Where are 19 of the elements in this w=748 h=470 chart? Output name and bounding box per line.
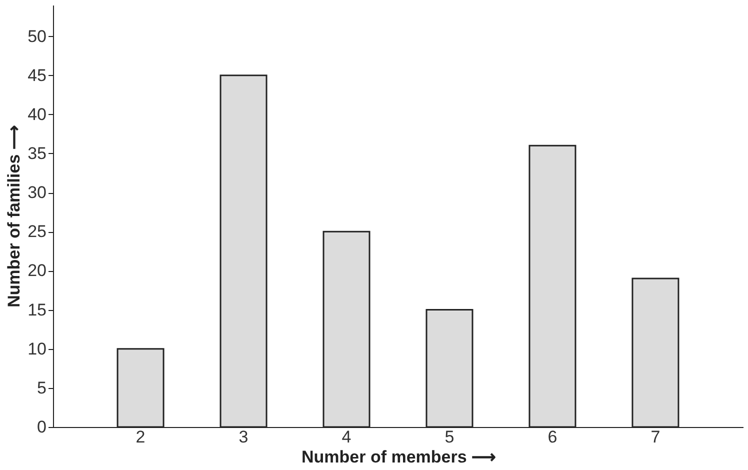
y-tick-label: 20: [28, 261, 46, 280]
y-tick-label: 0: [37, 418, 46, 436]
y-tick-label: 25: [28, 222, 46, 242]
y-tick-label: 40: [28, 104, 46, 124]
y-tick-label: 35: [28, 144, 46, 163]
x-tick-label: 6: [548, 428, 558, 446]
x-tick-label: 3: [238, 428, 248, 446]
y-tick-label: 5: [37, 378, 46, 398]
y-tick-label: 15: [28, 300, 46, 320]
y-tick-label: 30: [28, 183, 46, 202]
x-tick-label: 2: [136, 428, 146, 446]
x-axis-title: Number of members ⟶: [301, 448, 496, 466]
x-tick-label: 5: [444, 428, 454, 446]
x-tick-label: 7: [650, 428, 660, 446]
y-tick-label: 10: [28, 339, 46, 358]
x-tick-label: 4: [342, 428, 352, 446]
y-tick-label: 50: [28, 26, 46, 46]
y-axis-title: Number of families ⟶: [4, 126, 24, 308]
y-tick-label: 45: [28, 66, 46, 85]
